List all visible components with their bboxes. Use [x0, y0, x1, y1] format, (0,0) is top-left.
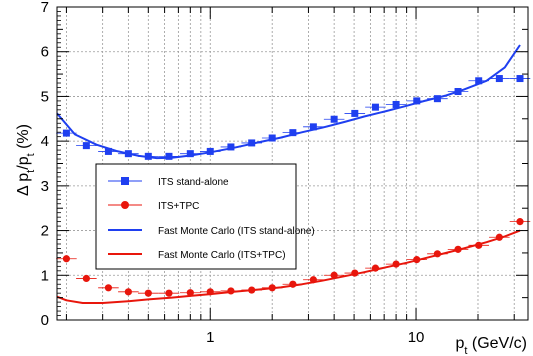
- data-point-square: [516, 75, 524, 83]
- data-point-circle: [289, 280, 297, 288]
- axis-ticks: [57, 6, 528, 321]
- x-tick-label: 10: [408, 329, 425, 346]
- data-point-circle: [309, 276, 317, 284]
- data-points: [56, 75, 531, 297]
- legend: ITS stand-alone ITS+TPC Fast Monte Carlo…: [95, 163, 315, 270]
- data-point-circle: [227, 287, 235, 295]
- data-point-square: [186, 150, 194, 158]
- data-point-circle: [144, 289, 152, 297]
- data-point-circle: [392, 260, 400, 268]
- data-point-square: [268, 134, 276, 142]
- data-point-circle: [495, 233, 503, 241]
- data-point-circle: [454, 245, 462, 253]
- data-point-square: [62, 129, 70, 137]
- x-axis-title: pt (GeV/c): [455, 335, 527, 356]
- legend-box: [95, 163, 297, 270]
- data-point-square: [371, 103, 379, 111]
- data-point-circle: [351, 269, 359, 277]
- y-axis-title: Δ pt/pt (%): [15, 124, 37, 196]
- legend-label: ITS stand-alone: [158, 177, 229, 188]
- data-point-circle: [268, 284, 276, 292]
- data-point-square: [82, 142, 90, 150]
- y-tick-label: 0: [41, 312, 49, 329]
- data-point-circle: [413, 256, 421, 264]
- data-point-square: [104, 147, 112, 155]
- y-tick-label: 4: [41, 133, 49, 150]
- data-point-square: [309, 123, 317, 131]
- data-point-square: [206, 147, 214, 155]
- legend-item-its-tpc: ITS+TPC: [108, 201, 199, 212]
- y-tick-label: 7: [41, 0, 49, 16]
- data-point-circle: [124, 288, 132, 296]
- data-point-square: [330, 115, 338, 123]
- data-point-circle: [186, 289, 194, 297]
- legend-label: Fast Monte Carlo (ITS+TPC): [158, 250, 286, 261]
- data-point-square: [124, 150, 132, 158]
- x-tick-label: 1: [206, 329, 214, 346]
- legend-square-marker: [121, 177, 129, 185]
- data-point-square: [392, 100, 400, 108]
- y-tick-label: 2: [41, 223, 49, 240]
- legend-label: ITS+TPC: [158, 201, 199, 212]
- data-point-square: [475, 77, 483, 85]
- y-tick-label: 5: [41, 88, 49, 105]
- data-point-circle: [433, 250, 442, 258]
- data-point-square: [227, 143, 235, 151]
- data-point-square: [413, 97, 421, 105]
- data-point-square: [454, 88, 462, 96]
- legend-label: Fast Monte Carlo (ITS stand-alone): [158, 226, 315, 237]
- data-point-circle: [62, 255, 71, 263]
- data-point-circle: [516, 218, 524, 226]
- y-tick-label: 6: [41, 44, 49, 61]
- data-point-square: [144, 152, 152, 160]
- data-point-circle: [104, 284, 113, 292]
- legend-item-fmc-its-tpc: Fast Monte Carlo (ITS+TPC): [108, 250, 286, 261]
- data-point-circle: [165, 289, 173, 297]
- data-point-square: [351, 109, 359, 117]
- data-point-square: [248, 139, 256, 147]
- legend-item-fmc-its-standalone: Fast Monte Carlo (ITS stand-alone): [108, 226, 315, 237]
- data-point-square: [495, 75, 503, 83]
- data-point-square: [433, 95, 441, 103]
- data-point-circle: [475, 241, 483, 249]
- y-tick-label: 1: [41, 267, 49, 284]
- data-point-circle: [330, 271, 338, 279]
- legend-item-its-standalone: ITS stand-alone: [108, 177, 229, 188]
- y-tick-label: 3: [41, 178, 49, 195]
- legend-circle-marker: [121, 201, 129, 209]
- data-point-circle: [206, 288, 214, 296]
- data-point-square: [289, 129, 297, 137]
- data-point-circle: [248, 286, 256, 294]
- data-point-circle: [371, 264, 380, 272]
- data-point-square: [165, 152, 173, 160]
- tick-labels: 1 10 0 1 2 3 4 5 6 7: [41, 0, 425, 346]
- data-point-circle: [82, 274, 90, 283]
